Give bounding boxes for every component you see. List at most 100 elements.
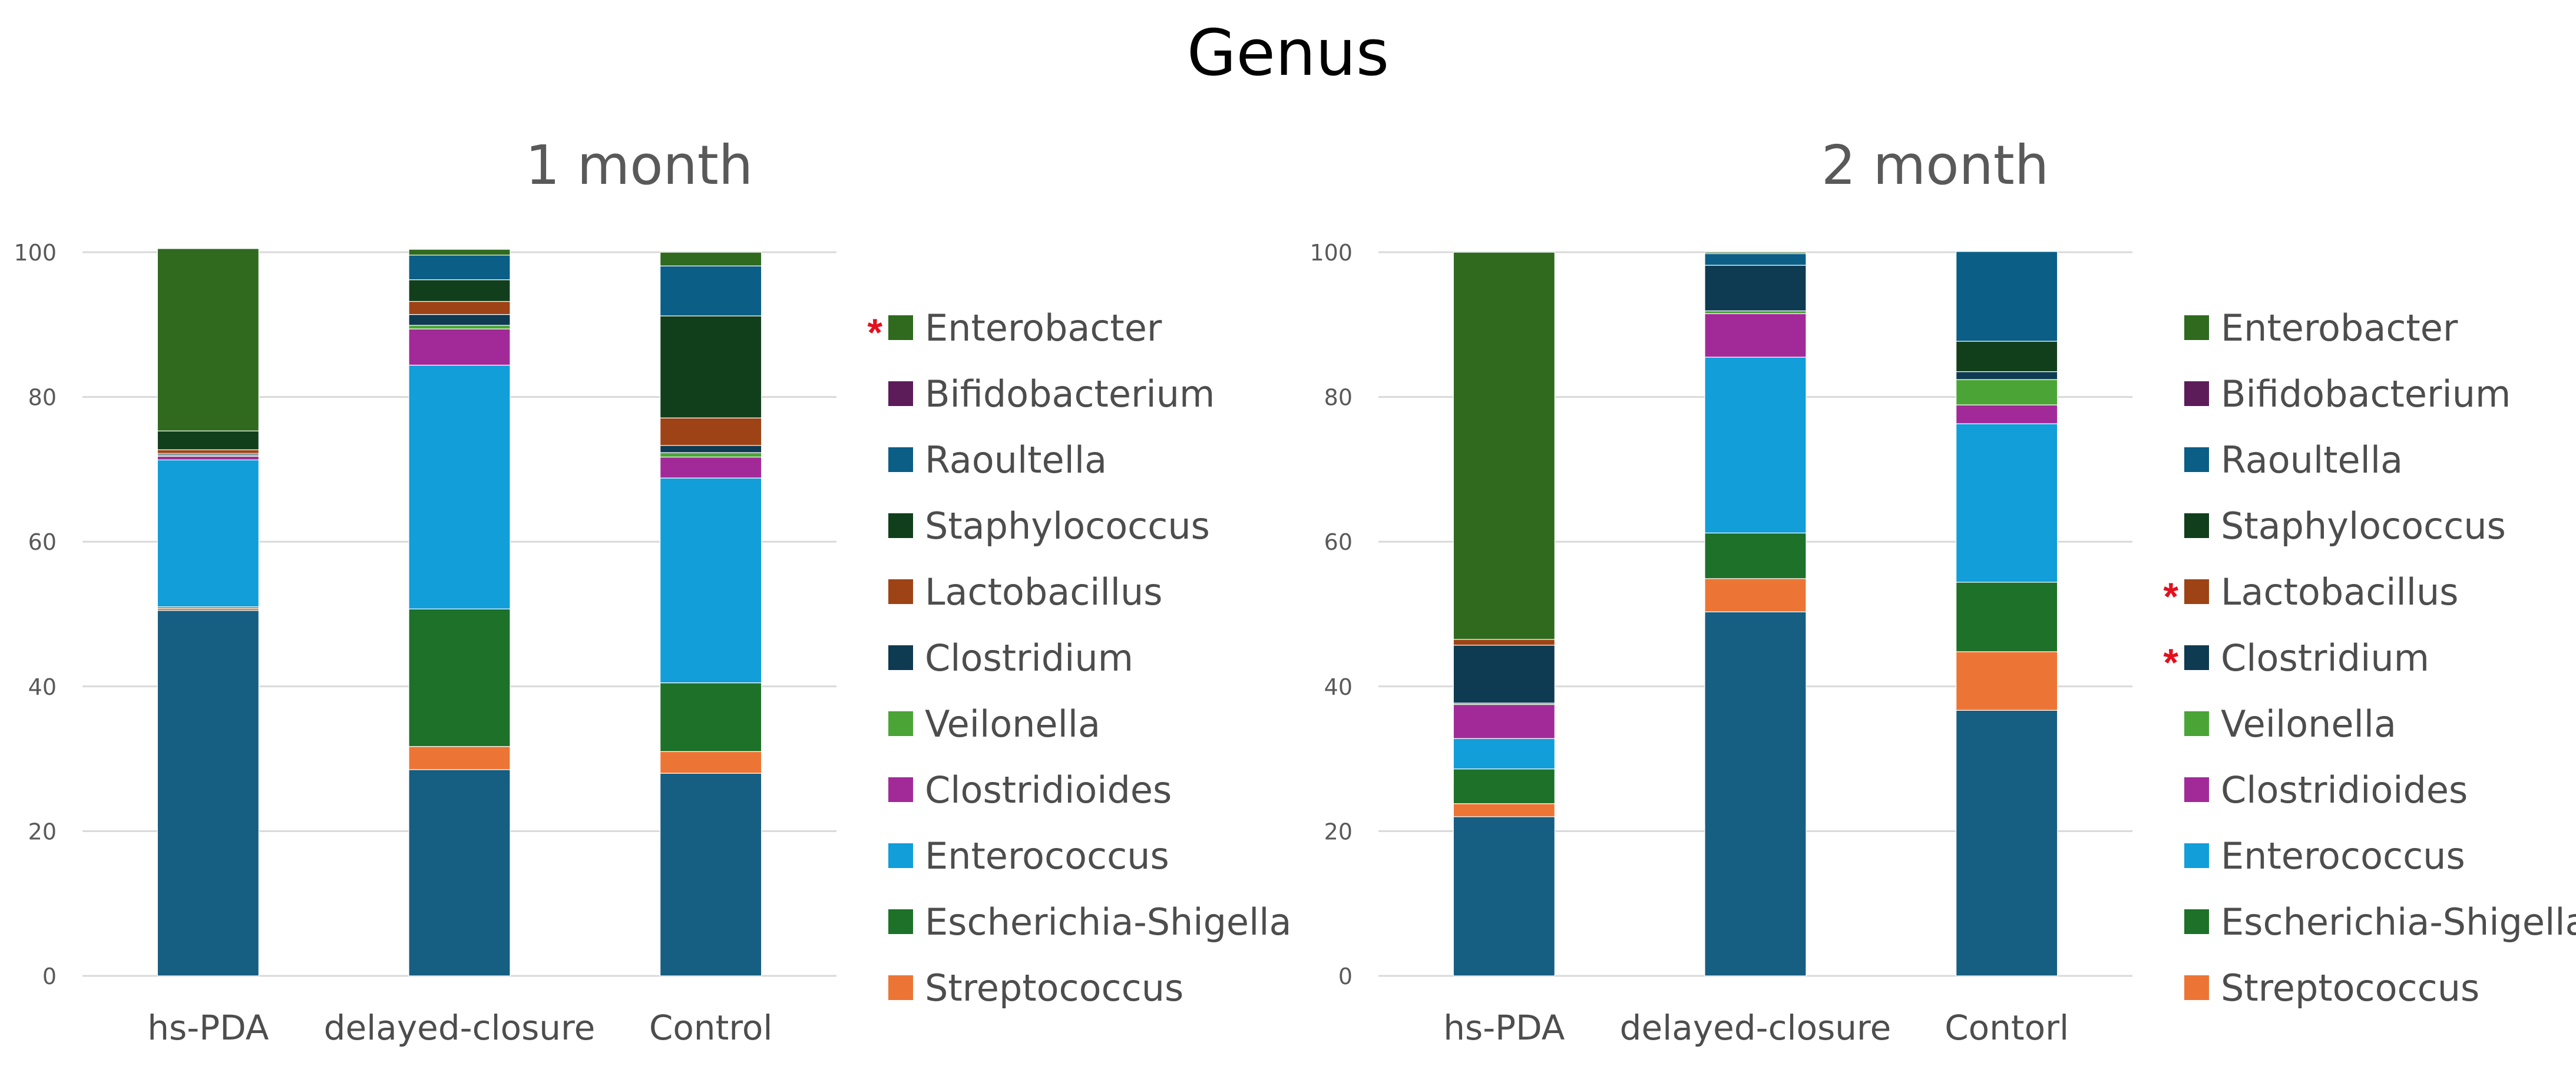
bar-segment-base-hs-pda bbox=[157, 610, 259, 976]
legend-item-lactobacillus: Lactobacillus bbox=[848, 559, 1163, 625]
legend-label: Veilonella bbox=[2221, 702, 2397, 745]
y-tick-label: 40 bbox=[28, 674, 57, 700]
legend-label: Clostridium bbox=[925, 636, 1134, 679]
x-tick-label: hs-PDA bbox=[1443, 1008, 1565, 1048]
significance-marker: * bbox=[2163, 641, 2178, 684]
y-tick-label: 100 bbox=[14, 240, 57, 266]
bar-segment-streptococcus-contorl bbox=[1956, 651, 2058, 711]
significance-marker: * bbox=[2163, 575, 2178, 618]
panel-1-month: 1 month 0 20 40 60 80 100 hs-PDA delayed-closure… bbox=[0, 118, 1291, 1069]
legend-swatch bbox=[2184, 711, 2209, 736]
legend-item-veilonella: Veilonella bbox=[2144, 691, 2396, 757]
bar-segment-staphylococcus-control bbox=[660, 315, 762, 418]
bar-segment-streptococcus-delayed-closure bbox=[1704, 578, 1807, 612]
bar-segment-raoultella-delayed-closure bbox=[1704, 253, 1807, 266]
bar-segment-escherichia-shigella-hs-pda bbox=[1453, 768, 1555, 804]
bar-segment-lactobacillus-delayed-closure bbox=[408, 301, 511, 315]
legend-item-staphylococcus: Staphylococcus bbox=[848, 493, 1210, 559]
bar-segment-base-delayed-closure bbox=[408, 769, 511, 976]
bar-segment-clostridioides-hs-pda bbox=[157, 456, 259, 461]
bar-segment-clostridioides-delayed-closure bbox=[408, 328, 511, 366]
bar-segment-lactobacillus-hs-pda bbox=[1453, 639, 1555, 646]
legend-swatch bbox=[2184, 513, 2209, 538]
legend-swatch bbox=[2184, 447, 2209, 472]
bar-segment-enterococcus-control bbox=[660, 477, 762, 684]
bar-segment-clostridioides-delayed-closure bbox=[1704, 313, 1807, 358]
legend-label: Raoultella bbox=[925, 438, 1107, 481]
legend-label: Escherichia-Shigella bbox=[925, 900, 1292, 943]
legend-swatch bbox=[888, 975, 913, 1000]
legend-label: Clostridioides bbox=[925, 768, 1172, 811]
bar-segment-enterococcus-delayed-closure bbox=[1704, 357, 1807, 534]
bar-segment-raoultella-delayed-closure bbox=[408, 255, 511, 281]
bar-segment-enterobacter-delayed-closure bbox=[1704, 252, 1807, 255]
legend-item-escherichia-shigella: Escherichia-Shigella bbox=[2144, 889, 2576, 955]
bar-segment-escherichia-shigella-delayed-closure bbox=[1704, 532, 1807, 579]
bar-segment-veilonella-delayed-closure bbox=[408, 325, 511, 329]
bar-segment-enterococcus-delayed-closure bbox=[408, 364, 511, 610]
legend-swatch bbox=[888, 513, 913, 538]
legend-swatch bbox=[2184, 381, 2209, 406]
legend-item-streptococcus: Streptococcus bbox=[2144, 955, 2479, 1021]
chart-title: 1 month bbox=[525, 134, 753, 197]
chart-2-month: 2 month 0 20 40 60 80 100 hs-PDA delayed-closure… bbox=[1310, 134, 2132, 1048]
x-tick-label: delayed-closure bbox=[324, 1008, 596, 1048]
legend-item-lactobacillus: * Lactobacillus bbox=[2144, 559, 2458, 625]
legend-item-clostridium: Clostridium bbox=[848, 625, 1133, 691]
legend-swatch bbox=[888, 777, 913, 802]
legend-swatch bbox=[2184, 909, 2209, 934]
legend-item-staphylococcus: Staphylococcus bbox=[2144, 493, 2506, 559]
legend-swatch bbox=[2184, 579, 2209, 604]
bar-segment-veilonella-delayed-closure bbox=[1704, 310, 1807, 314]
legend-label: Veilonella bbox=[925, 702, 1101, 745]
legend-label: Staphylococcus bbox=[925, 504, 1210, 547]
legend-label: Bifidobacterium bbox=[925, 372, 1215, 415]
bar-segment-clostridium-control bbox=[660, 445, 762, 453]
legend-item-clostridium: * Clostridium bbox=[2144, 625, 2429, 691]
legend-item-streptococcus: Streptococcus bbox=[848, 955, 1183, 1021]
bar-segment-enterococcus-hs-pda bbox=[1453, 738, 1555, 770]
bar-segment-veilonella-control bbox=[660, 452, 762, 458]
legend-item-clostridioides: Clostridioides bbox=[2144, 757, 2468, 823]
bar-segment-enterobacter-hs-pda bbox=[1453, 252, 1555, 640]
bar-segment-clostridioides-contorl bbox=[1956, 404, 2058, 424]
y-tick-label: 20 bbox=[28, 819, 57, 844]
legend-label: Escherichia-Shigella bbox=[2221, 900, 2576, 943]
bar-segment-streptococcus-control bbox=[660, 751, 762, 774]
bar-segment-staphylococcus-hs-pda bbox=[157, 430, 259, 450]
bar-segment-enterococcus-contorl bbox=[1956, 423, 2058, 583]
y-tick-label: 20 bbox=[1324, 819, 1353, 844]
bar-segment-enterobacter-hs-pda bbox=[157, 248, 259, 431]
bar-segment-clostridium-delayed-closure bbox=[1704, 265, 1807, 312]
legend-label: Enterobacter bbox=[2221, 306, 2458, 349]
chart-title: 2 month bbox=[1821, 134, 2049, 197]
legend-label: Streptococcus bbox=[925, 966, 1184, 1009]
legend-swatch bbox=[2184, 777, 2209, 802]
legend-swatch bbox=[888, 579, 913, 604]
legend-swatch bbox=[888, 381, 913, 406]
legend-item-clostridioides: Clostridioides bbox=[848, 757, 1172, 823]
legend-item-escherichia-shigella: Escherichia-Shigella bbox=[848, 889, 1292, 955]
bar-segment-veilonella-contorl bbox=[1956, 379, 2058, 405]
legend-item-bifidobacterium: Bifidobacterium bbox=[2144, 361, 2511, 427]
bar-segment-enterobacter-control bbox=[660, 252, 762, 266]
bar-segment-escherichia-shigella-control bbox=[660, 682, 762, 752]
bar-segment-raoultella-control bbox=[660, 265, 762, 316]
bar-segment-base-contorl bbox=[1956, 710, 2058, 976]
legend-item-raoultella: Raoultella bbox=[2144, 427, 2403, 493]
legend-label: Staphylococcus bbox=[2221, 504, 2506, 547]
legend-label: Enterobacter bbox=[925, 306, 1162, 349]
bar-segment-escherichia-shigella-delayed-closure bbox=[408, 608, 511, 747]
y-tick-label: 80 bbox=[1324, 385, 1353, 411]
bar-segment-clostridioides-hs-pda bbox=[1453, 704, 1555, 739]
legend-swatch bbox=[2184, 975, 2209, 1000]
legend-label: Bifidobacterium bbox=[2221, 372, 2511, 415]
legend-swatch bbox=[888, 843, 913, 868]
legend-item-raoultella: Raoultella bbox=[848, 427, 1107, 493]
legend-item-enterococcus: Enterococcus bbox=[848, 823, 1169, 889]
y-tick-label: 0 bbox=[42, 964, 57, 989]
x-tick-label: Control bbox=[649, 1008, 773, 1048]
legend-item-veilonella: Veilonella bbox=[848, 691, 1100, 757]
legend-swatch bbox=[2184, 645, 2209, 670]
bar-segment-clostridium-delayed-closure bbox=[408, 314, 511, 326]
